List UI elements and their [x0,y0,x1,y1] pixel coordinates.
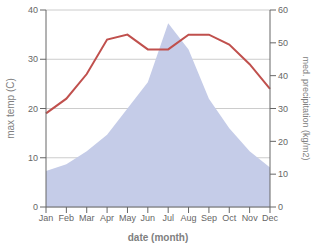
svg-text:10: 10 [28,153,38,163]
svg-text:date (month): date (month) [128,232,189,243]
svg-text:40: 40 [28,5,38,15]
svg-text:30: 30 [278,104,288,114]
svg-text:Feb: Feb [59,213,75,223]
svg-text:Aug: Aug [181,213,197,223]
svg-text:50: 50 [278,38,288,48]
svg-text:10: 10 [278,169,288,179]
svg-text:20: 20 [28,104,38,114]
svg-text:Sep: Sep [201,213,217,223]
svg-text:Apr: Apr [100,213,114,223]
svg-text:Jun: Jun [141,213,156,223]
svg-text:20: 20 [278,137,288,147]
svg-text:max temp (C): max temp (C) [8,78,16,139]
svg-text:Mar: Mar [79,213,95,223]
svg-text:Nov: Nov [242,213,259,223]
svg-text:40: 40 [278,71,288,81]
svg-text:30: 30 [28,54,38,64]
svg-text:Jul: Jul [162,213,174,223]
svg-text:0: 0 [278,202,283,212]
svg-text:Dec: Dec [262,213,279,223]
svg-text:May: May [119,213,137,223]
svg-text:60: 60 [278,5,288,15]
svg-text:Oct: Oct [222,213,237,223]
svg-text:0: 0 [33,202,38,212]
svg-text:Jan: Jan [39,213,54,223]
svg-text:med. precipitation (kg/m2): med. precipitation (kg/m2) [301,56,310,160]
